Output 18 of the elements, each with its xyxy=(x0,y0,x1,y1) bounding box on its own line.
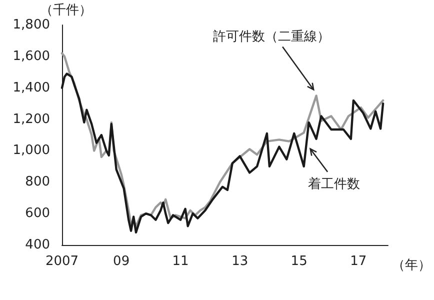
y-axis-title: （千件） xyxy=(40,3,92,18)
y-tick-label: 1,400 xyxy=(12,80,50,96)
x-tick-label: 17 xyxy=(350,254,367,269)
x-tick-label: 2007 xyxy=(45,254,79,269)
x-tick-label: 09 xyxy=(113,254,130,269)
y-tick-label: 600 xyxy=(25,206,50,222)
x-tick-label: 15 xyxy=(290,254,308,269)
x-tick-label: 11 xyxy=(172,254,189,269)
annotation: 許可件数（二重線） xyxy=(212,30,330,45)
y-tick-label: 800 xyxy=(25,174,50,190)
y-tick-label: 1,200 xyxy=(12,112,50,127)
y-tick-label: 1,000 xyxy=(12,143,50,158)
annotation: 着工件数 xyxy=(308,176,360,192)
y-tick-label: 400 xyxy=(25,238,50,252)
x-tick-label: 13 xyxy=(232,254,248,269)
y-tick-label: 1,600 xyxy=(12,48,50,64)
x-axis-title: （年） xyxy=(392,258,431,273)
y-tick-label: 1,800 xyxy=(12,18,50,32)
